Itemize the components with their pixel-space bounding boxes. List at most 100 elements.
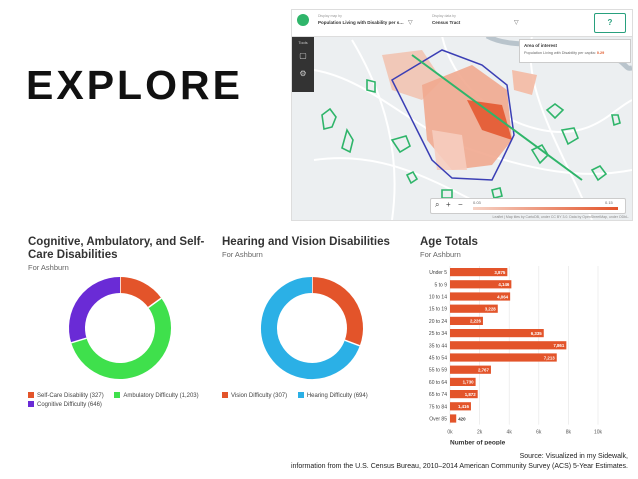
bar-10-to-14[interactable] [450, 292, 511, 301]
slice-separator [70, 337, 87, 344]
bar-value-label: 420 [458, 416, 466, 421]
explore-heading: EXPLORE [26, 62, 243, 108]
area-of-interest-box: Area of interest Population Living with … [519, 39, 631, 63]
y-tick-label: 55 to 59 [429, 368, 447, 374]
donut-slice-hearing-difficulty[interactable] [261, 277, 360, 379]
bar-value-label: 4,146 [498, 282, 510, 287]
y-tick-label: 75 to 84 [429, 404, 447, 410]
area-of-interest-boundary[interactable] [391, 49, 515, 181]
aoi-text: Population Living with Disability per ca… [524, 51, 604, 55]
aoi-title: Area of interest [524, 43, 558, 48]
y-tick-label: 60 to 64 [429, 380, 447, 386]
map-tools-panel: Tools ▢ ⚙ [292, 37, 314, 92]
display-data-by-label: Display data by [432, 14, 456, 18]
y-tick-label: 35 to 44 [429, 343, 447, 349]
x-tick-label: 6k [536, 430, 542, 436]
chevron-down-icon[interactable]: ▽ [408, 20, 413, 26]
bar-5-to-9[interactable] [450, 280, 512, 289]
display-map-by-label: Display map by [318, 14, 342, 18]
map-controls: ⌕ + − 0.03 0.15 [430, 198, 626, 214]
panel2-legend: Vision Difficulty (307) Hearing Difficul… [222, 392, 412, 399]
panel1-title-line1: Cognitive, Ambulatory, and Self- [28, 236, 205, 248]
bar-over-85[interactable] [450, 414, 457, 423]
aoi-label: Population Living with Disability per ca… [524, 51, 596, 55]
y-tick-label: 65 to 74 [429, 392, 447, 398]
zoom-out-button[interactable]: − [458, 200, 463, 209]
bar-55-to-59[interactable] [450, 365, 491, 374]
legend-scale-bar [473, 207, 618, 210]
bar-value-label: 2,226 [470, 319, 482, 324]
age-totals-bar-chart: 0k 2k 4k 6k 8k 10k Under 5 3,875 5 to 9 4,146 10 t… [429, 266, 603, 445]
donut-chart-hearing-vision [261, 277, 363, 379]
y-tick-label: Under 5 [429, 270, 447, 276]
bar-value-label: 1,416 [458, 404, 470, 409]
x-tick-label: 10k [594, 430, 603, 436]
bar-20-to-24[interactable] [450, 316, 483, 325]
slice-separator [147, 297, 162, 309]
slice-separator [344, 339, 361, 347]
help-icon: ? [607, 18, 613, 27]
bar-65-to-74[interactable] [450, 390, 478, 399]
app-logo-icon [297, 14, 309, 26]
bar-35-to-44[interactable] [450, 341, 567, 350]
bar-75-to-84[interactable] [450, 402, 471, 411]
donut-chart-disabilities [69, 277, 171, 379]
bar-value-label: 2,767 [478, 368, 490, 373]
bar-value-label: 4,064 [497, 294, 509, 299]
scale-min: 0.03 [473, 200, 481, 205]
draw-rectangle-icon[interactable]: ▢ [299, 51, 307, 60]
bar-25-to-34[interactable] [450, 329, 544, 338]
bar-45-to-54[interactable] [450, 353, 557, 362]
panel1-legend: Self-Care Disability (327) Ambulatory Di… [28, 392, 213, 408]
gear-icon[interactable]: ⚙ [299, 69, 307, 78]
bar-value-label: 3,875 [494, 270, 506, 275]
bar-value-label: 3,228 [485, 307, 497, 312]
y-tick-label: 20 to 24 [429, 319, 447, 325]
donut-slice-cognitive-difficulty[interactable] [69, 277, 121, 343]
scale-max: 0.15 [605, 200, 613, 205]
y-tick-label: 10 to 14 [429, 295, 447, 301]
x-tick-label: 2k [477, 430, 483, 436]
donut-slice-self-care-disability[interactable] [119, 277, 162, 308]
donut-slice-vision-difficulty[interactable] [311, 277, 363, 346]
bar-value-label: 1,730 [463, 380, 475, 385]
parks [321, 78, 621, 199]
panel1-title-line2: Care Disabilities [28, 249, 118, 261]
display-data-by-select[interactable]: Census Tract [432, 20, 461, 25]
bar-60-to-64[interactable] [450, 377, 476, 386]
display-map-by-select[interactable]: Population Living with Disability per s… [318, 20, 404, 25]
map-attribution: Leaflet | Map tiles by CartoDB, under CC… [492, 215, 629, 219]
bar-value-label: 7,213 [544, 355, 556, 360]
map-canvas[interactable] [292, 10, 632, 220]
map-panel[interactable]: Display map by Population Living with Di… [291, 9, 633, 221]
search-icon[interactable]: ⌕ [435, 200, 440, 209]
y-tick-label: 5 to 9 [434, 282, 447, 288]
panel2-subtitle: For Ashburn [222, 250, 263, 259]
y-tick-label: 15 to 19 [429, 307, 447, 313]
x-axis-label: Number of people [450, 440, 506, 445]
panel3-subtitle: For Ashburn [420, 250, 461, 259]
bar-15-to-19[interactable] [450, 304, 498, 313]
tools-label: Tools [298, 40, 308, 45]
bar-under-5[interactable] [450, 268, 508, 277]
chevron-down-icon[interactable]: ▽ [514, 20, 519, 26]
help-button[interactable]: ? [594, 13, 626, 33]
y-tick-label: 45 to 54 [429, 356, 447, 362]
x-tick-label: 0k [447, 430, 453, 436]
bar-value-label: 7,861 [553, 343, 565, 348]
source-line2: information from the U.S. Census Bureau,… [290, 463, 628, 470]
legend-item-cognitive: Cognitive Difficulty (646) [28, 401, 102, 408]
donut-slice-ambulatory-difficulty[interactable] [71, 298, 171, 379]
bar-value-label: 6,335 [531, 331, 543, 336]
legend-item-self-care: Self-Care Disability (327) [28, 392, 104, 399]
legend-item-hearing: Hearing Difficulty (694) [297, 392, 368, 399]
aoi-value: 0.29 [596, 51, 605, 55]
legend-item-vision: Vision Difficulty (307) [222, 392, 287, 399]
zoom-in-button[interactable]: + [446, 200, 451, 209]
panel1-subtitle: For Ashburn [28, 263, 69, 272]
bar-value-label: 1,872 [465, 392, 477, 397]
source-line1: Source: Visualized in my Sidewalk, [519, 453, 628, 460]
panel1-title: Cognitive, Ambulatory, and Self- Care Di… [28, 236, 204, 262]
x-tick-label: 8k [566, 430, 572, 436]
x-tick-label: 4k [507, 430, 513, 436]
